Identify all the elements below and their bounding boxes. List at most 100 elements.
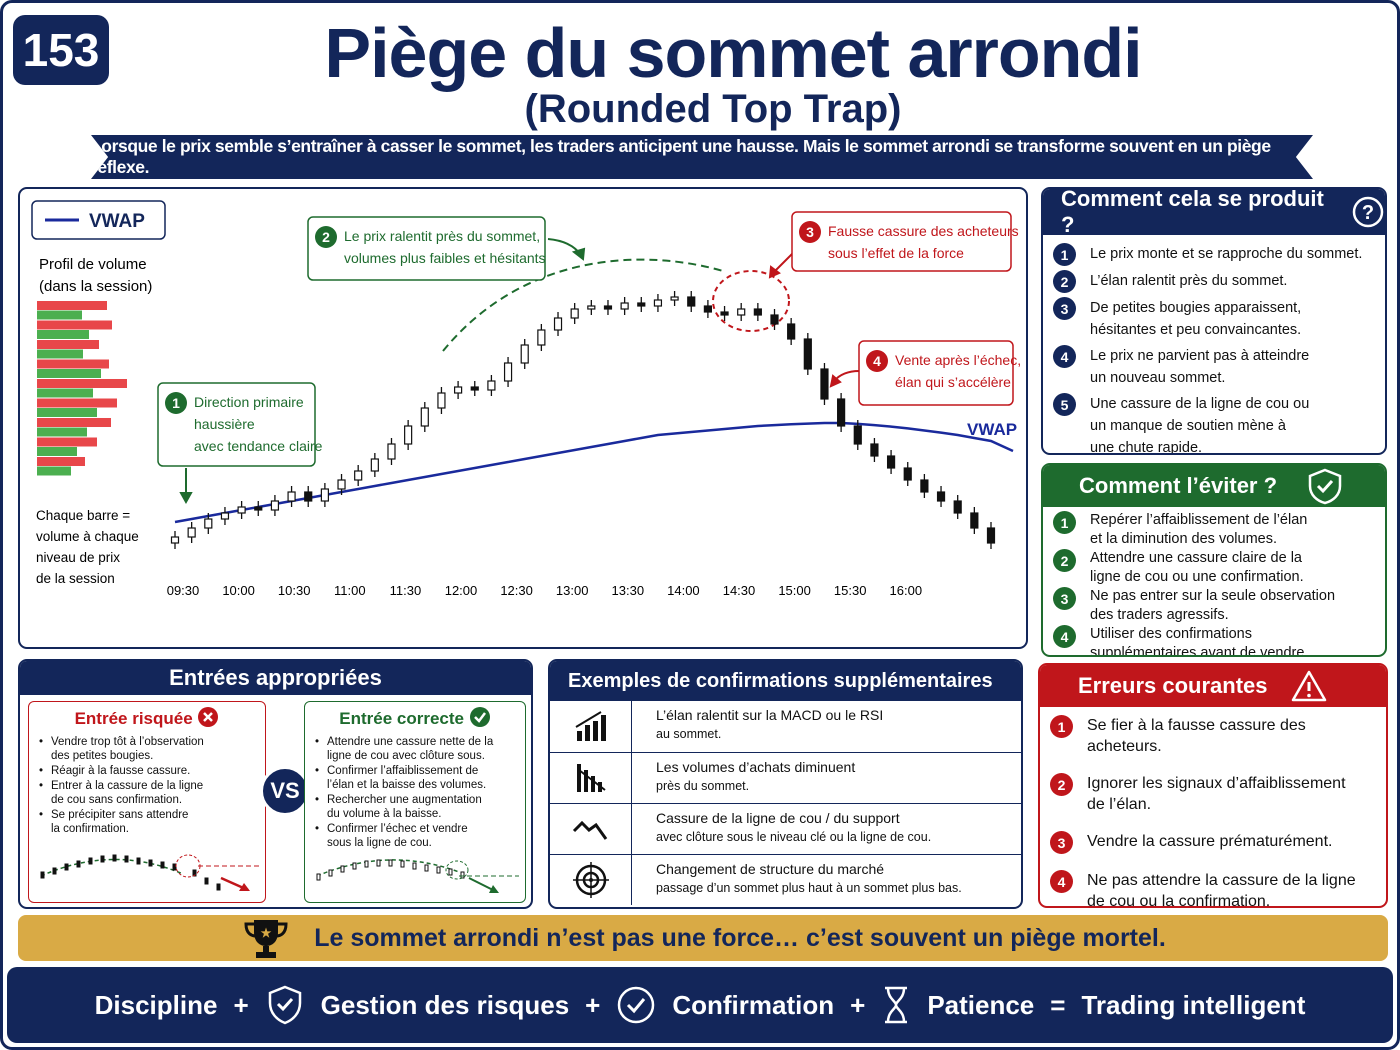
item-number: 2: [1053, 270, 1076, 293]
svg-text:?: ?: [1362, 202, 1374, 224]
subtitle: (Rounded Top Trap): [524, 87, 902, 131]
example-row: Les volumes d’achats diminuent près du so…: [550, 752, 1021, 803]
item-number: 1: [1053, 243, 1076, 266]
panel-title-text: Erreurs courantes: [1078, 673, 1268, 698]
example-line: Changement de structure du marché: [656, 861, 885, 877]
cross-icon: [198, 707, 219, 727]
bullet-line: ligne de cou avec clôture sous.: [327, 750, 485, 762]
item-text: Le prix monte et se rapproche du sommet.: [1090, 243, 1362, 265]
item-line: Attendre une cassure claire de la: [1090, 550, 1302, 566]
item-line: L’élan ralentit près du sommet.: [1090, 273, 1288, 289]
chart-panel: [18, 187, 1028, 649]
bullet-item: Rechercher une augmentation du volume à l…: [315, 793, 517, 821]
example-text: Changement de structure du marché passage…: [632, 855, 962, 905]
bullet-item: Vendre trop tôt à l’observation des petit…: [39, 735, 257, 763]
mini-chart: [316, 859, 519, 893]
example-line: Cassure de la ligne de cou / du support: [656, 810, 900, 826]
box-title: Entrée risquée: [29, 706, 265, 729]
title: Piège du sommet arrondi: [324, 14, 1142, 92]
avoid-panel: Comment l’éviter ? 1 Repérer l’affaibliss…: [1041, 463, 1387, 657]
list-item: 3 De petites bougies apparaissent, hésitan…: [1053, 297, 1375, 341]
item-line: hésitantes et peu convaincantes.: [1090, 322, 1302, 338]
item-text: Une cassure de la ligne de cou ou un manq…: [1090, 393, 1309, 453]
footer-term: Trading intelligent: [1081, 989, 1306, 1020]
bullet-line: l’élan et la baisse des volumes.: [327, 779, 487, 791]
footer-term: Gestion des risques: [320, 989, 570, 1020]
bullet-item: Confirmer l’affaiblissement de l’élan et …: [315, 764, 517, 792]
bullet-line: Confirmer l’affaiblissement de: [327, 765, 479, 777]
check-icon: [469, 707, 490, 727]
shield-icon: [268, 985, 301, 1025]
footer-term: Discipline: [94, 989, 218, 1020]
example-icon-cell: [550, 804, 632, 854]
example-icon-cell: [550, 753, 632, 803]
example-line: près du sommet.: [656, 779, 750, 793]
bullet-line: Attendre une cassure nette de la: [327, 736, 494, 748]
footer: Discipline + Gestion des risques + Confi…: [7, 967, 1393, 1043]
panel-title: Comment cela se produit ? ?: [1043, 189, 1385, 237]
item-line: Repérer l’affaiblissement de l’élan: [1090, 512, 1308, 528]
mini-chart: [40, 854, 261, 892]
svg-text:★: ★: [261, 926, 272, 940]
examples-panel: Exemples de confirmations supplémentaire…: [548, 659, 1023, 909]
bullet-line: la confirmation.: [51, 823, 129, 835]
item-line: des traders agressifs.: [1090, 607, 1229, 623]
box-title: Entrée correcte: [305, 706, 525, 729]
list-item: 2 L’élan ralentit près du sommet.: [1053, 270, 1375, 293]
footer-operator: =: [1050, 989, 1066, 1020]
item-number: 4: [1053, 345, 1076, 368]
example-line: Les volumes d’achats diminuent: [656, 759, 856, 775]
item-line: Utiliser des confirmations: [1090, 626, 1252, 642]
panel-title: Erreurs courantes: [1040, 665, 1386, 707]
bullet-line: Entrer à la cassure de la ligne: [51, 780, 204, 792]
item-number: 3: [1053, 297, 1076, 320]
item-line: Le prix monte et se rapproche du sommet.: [1090, 246, 1363, 262]
shield-icon: [1308, 468, 1342, 505]
item-line: ligne de cou ou une confirmation.: [1090, 569, 1304, 585]
item-line: Ignorer les signaux d’affaiblissement: [1087, 775, 1346, 792]
item-line: un manque de soutien mène à: [1090, 418, 1286, 434]
item-text: Le prix ne parvient pas à atteindre un no…: [1090, 345, 1309, 389]
example-line: L’élan ralentit sur la MACD ou le RSI: [656, 707, 884, 723]
example-row: Changement de structure du marché passage…: [550, 854, 1021, 905]
vs-badge: VS: [260, 766, 310, 816]
panel-title-text: Comment l’éviter ?: [1079, 473, 1278, 498]
item-number: 1: [1050, 715, 1073, 738]
item-number: 4: [1053, 625, 1076, 648]
example-line: au sommet.: [656, 727, 722, 741]
item-number: 2: [1050, 773, 1073, 796]
bullet-line: du volume à la baisse.: [327, 808, 442, 820]
bullet-item: Réagir à la fausse cassure.: [39, 764, 257, 778]
example-line: avec clôture sous le niveau clé ou la li…: [656, 830, 932, 844]
list-item: 4 Le prix ne parvient pas à atteindre un n…: [1053, 345, 1375, 389]
item-line: un nouveau sommet.: [1090, 370, 1226, 386]
bullet-line: Rechercher une augmentation: [327, 794, 482, 806]
panel-title: Comment l’éviter ?: [1043, 465, 1385, 507]
footer-operator: +: [850, 989, 866, 1020]
item-text: Ignorer les signaux d’affaiblissement de …: [1087, 773, 1346, 815]
item-line: de l’élan.: [1087, 796, 1152, 813]
item-line: De petites bougies apparaissent,: [1090, 300, 1302, 316]
bullet-item: Confirmer l’échec et vendre sous la ligne…: [315, 822, 517, 850]
footer-operator: +: [233, 989, 249, 1020]
motto-bar: ★ Le sommet arrondi n’est pas une force……: [18, 915, 1388, 961]
errors-panel: Erreurs courantes 1 Se fier à la fausse c…: [1038, 663, 1388, 908]
item-line: Ne pas entrer sur la seule observation: [1090, 588, 1336, 604]
example-icon: [572, 820, 607, 840]
list-item: 2 Attendre une cassure claire de la ligne …: [1053, 549, 1375, 587]
example-icon-cell: [550, 855, 632, 905]
trophy-icon: ★: [244, 920, 288, 958]
bullet-item: Attendre une cassure nette de la ligne de…: [315, 735, 517, 763]
example-line: passage d’un sommet plus haut à un somme…: [656, 881, 962, 895]
risky-box: Entrée risquée Vendre trop tôt à l’obser…: [28, 701, 266, 903]
motto-text: Le sommet arrondi n’est pas une force… c…: [314, 923, 1166, 952]
bullet-line: des petites bougies.: [51, 750, 154, 762]
hourglass-icon: [885, 986, 908, 1024]
bullet-line: Confirmer l’échec et vendre: [327, 823, 468, 835]
list-item: 1 Le prix monte et se rapproche du sommet…: [1053, 243, 1375, 266]
item-number: 3: [1053, 587, 1076, 610]
bullet-item: Entrer à la cassure de la ligne de cou sa…: [39, 779, 257, 807]
item-line: supplémentaires avant de vendre.: [1090, 645, 1309, 657]
warning-icon: [1291, 670, 1326, 702]
item-text: Utiliser des confirmations supplémentaire…: [1090, 625, 1309, 657]
